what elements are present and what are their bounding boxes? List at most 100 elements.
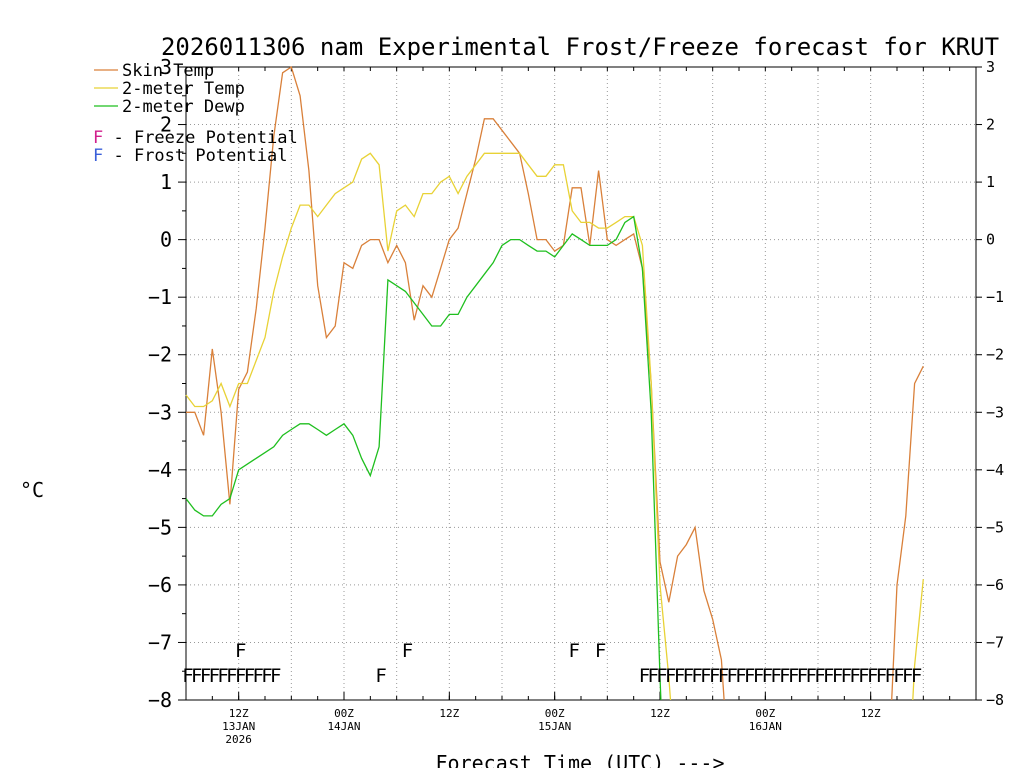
frost-mark: F	[568, 640, 579, 662]
x-tick-label: 13JAN	[222, 720, 255, 733]
series-line-2-meter-dewp	[185, 215, 662, 701]
y-tick-label: −8	[148, 688, 172, 712]
frost-mark: F	[235, 640, 246, 662]
freeze-mark: F	[814, 665, 825, 687]
freeze-mark: F	[718, 665, 729, 687]
y-tick-label-right: −3	[986, 403, 1004, 421]
freeze-mark: F	[217, 665, 228, 687]
freeze-mark: F	[858, 665, 869, 687]
y-axis-label: °C	[20, 478, 44, 502]
freeze-mark: F	[665, 665, 676, 687]
series-line-2-meter-temp	[912, 579, 924, 701]
freeze-mark: F	[744, 665, 755, 687]
grid-lines	[186, 67, 976, 700]
y-tick-label: −1	[148, 285, 172, 309]
freeze-mark: F	[270, 665, 281, 687]
y-tick-label: −7	[148, 630, 172, 654]
freeze-mark: F	[788, 665, 799, 687]
legend-label: 2-meter Dewp	[122, 97, 245, 117]
freeze-mark: F	[647, 665, 658, 687]
freeze-mark: F	[209, 665, 220, 687]
y-tick-label-right: −2	[986, 346, 1004, 364]
freeze-mark: F	[235, 665, 246, 687]
y-tick-label-right: −1	[986, 288, 1004, 306]
freeze-mark: F	[182, 665, 193, 687]
y-tick-label: 2	[160, 113, 172, 137]
freeze-mark: F	[226, 665, 237, 687]
y-tick-label-right: −7	[986, 633, 1004, 651]
freeze-mark: F	[375, 665, 386, 687]
freeze-mark: F	[683, 665, 694, 687]
freeze-mark: F	[841, 665, 852, 687]
y-tick-label-right: 0	[986, 231, 995, 249]
freeze-mark: F	[261, 665, 272, 687]
freeze-mark: F	[779, 665, 790, 687]
freeze-mark: F	[797, 665, 808, 687]
freeze-mark: F	[200, 665, 211, 687]
freeze-mark: F	[252, 665, 263, 687]
y-tick-label-right: 2	[986, 116, 995, 134]
freeze-mark: F	[911, 665, 922, 687]
freeze-mark: F	[700, 665, 711, 687]
freeze-mark: F	[849, 665, 860, 687]
x-tick-label: 15JAN	[538, 720, 571, 733]
freeze-mark: F	[709, 665, 720, 687]
freeze-mark: F	[884, 665, 895, 687]
x-tick-label: 00Z	[545, 707, 565, 720]
y-tick-label: −3	[148, 400, 172, 424]
freeze-mark: F	[735, 665, 746, 687]
y-tick-label-right: 3	[986, 58, 995, 76]
x-tick-label: 12Z	[229, 707, 249, 720]
x-tick-label: 2026	[225, 733, 252, 746]
freeze-mark: F	[244, 665, 255, 687]
y-tick-label-right: −5	[986, 518, 1004, 536]
axes: 3 3 2 2 1 1 0 0 −1 −1 −2 −2 −3 −3 −4 −4 −5 −5 −6 −6 −7 −7 −8 −8…	[148, 55, 1004, 746]
x-tick-label: 12Z	[439, 707, 459, 720]
x-axis-label: Forecast Time (UTC) --->	[436, 751, 725, 768]
freeze-mark: F	[656, 665, 667, 687]
frost-mark: F	[402, 640, 413, 662]
freeze-mark: F	[823, 665, 834, 687]
y-tick-label: 3	[160, 55, 172, 79]
potential-legend-entry: F - Freeze Potential	[93, 128, 298, 148]
y-tick-label-right: 1	[986, 173, 995, 191]
frost-mark: F	[595, 640, 606, 662]
y-tick-label: 0	[160, 228, 172, 252]
x-tick-label: 00Z	[334, 707, 354, 720]
legend-label: Skin Temp	[122, 61, 214, 81]
plot-frame	[185, 66, 977, 701]
series-line-skin-temp	[186, 65, 725, 701]
y-tick-label-right: −4	[986, 461, 1004, 479]
y-tick-label: −4	[148, 458, 172, 482]
freeze-mark: F	[674, 665, 685, 687]
x-tick-label: 16JAN	[749, 720, 782, 733]
y-tick-label: −6	[148, 573, 172, 597]
freeze-mark: F	[191, 665, 202, 687]
y-tick-label: 1	[160, 170, 172, 194]
freeze-mark: F	[691, 665, 702, 687]
freeze-mark: F	[726, 665, 737, 687]
freeze-mark: F	[762, 665, 773, 687]
freeze-mark: F	[805, 665, 816, 687]
freeze-mark: F	[753, 665, 764, 687]
y-tick-label: −2	[148, 343, 172, 367]
y-tick-label-right: −8	[986, 691, 1004, 709]
freeze-mark: F	[639, 665, 650, 687]
x-tick-label: 12Z	[861, 707, 881, 720]
freeze-mark: F	[867, 665, 878, 687]
freeze-mark: F	[832, 665, 843, 687]
x-tick-label: 00Z	[755, 707, 775, 720]
potential-legend-entry: F - Frost Potential	[93, 146, 287, 166]
freeze-mark: F	[770, 665, 781, 687]
series-line-2-meter-temp	[185, 152, 672, 701]
freeze-mark: F	[876, 665, 887, 687]
freeze-mark: F	[893, 665, 904, 687]
x-tick-label: 14JAN	[327, 720, 360, 733]
legend-label: 2-meter Temp	[122, 79, 245, 99]
x-tick-label: 12Z	[650, 707, 670, 720]
y-tick-label-right: −6	[986, 576, 1004, 594]
series-layer	[185, 65, 924, 701]
